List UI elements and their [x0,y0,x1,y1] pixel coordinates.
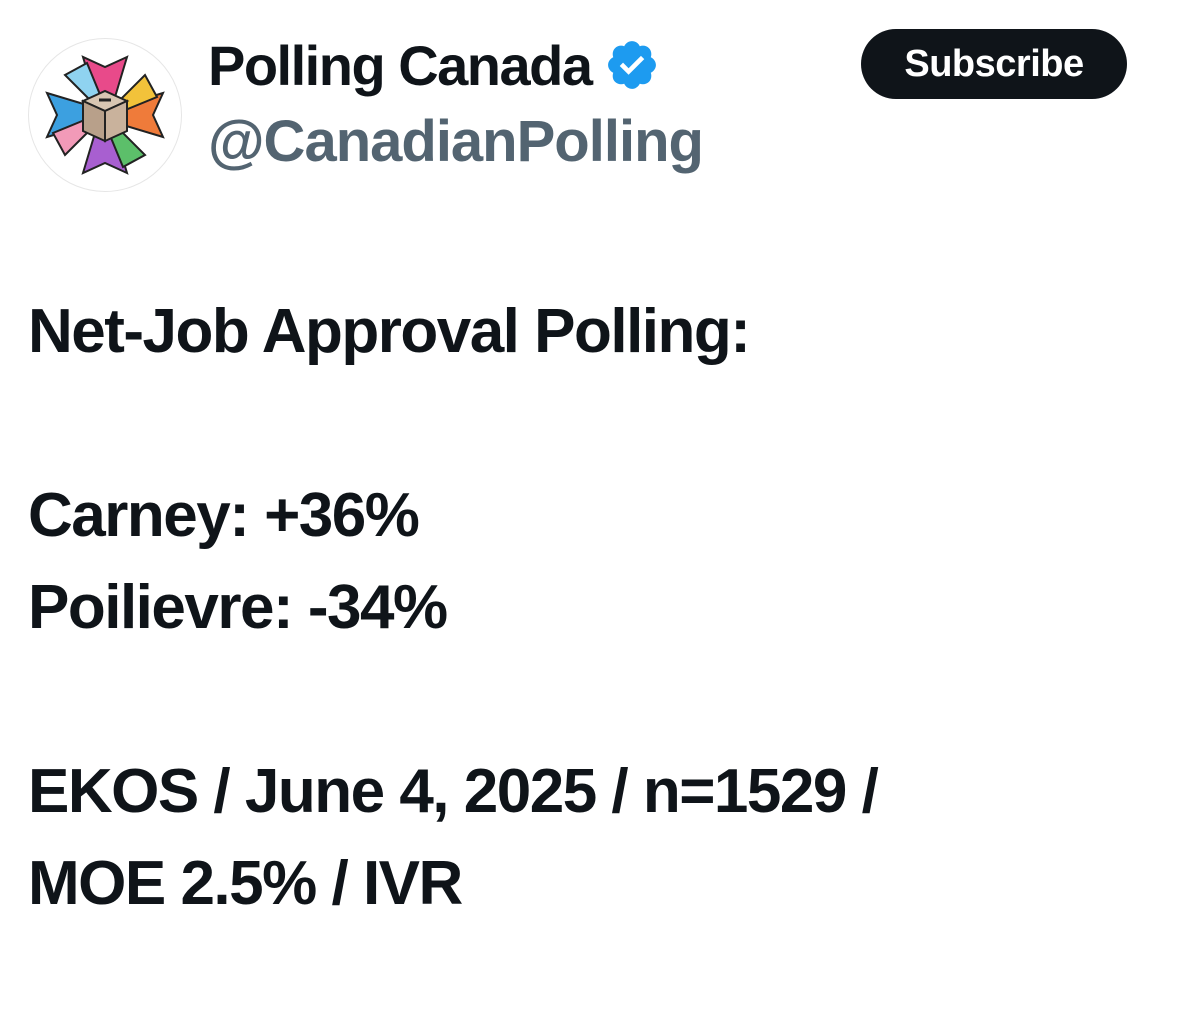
source-line-1: EKOS / June 4, 2025 / n=1529 / [28,757,879,826]
verified-badge-icon[interactable] [604,37,660,93]
source-line-2: MOE 2.5% / IVR [28,849,463,918]
result-poilievre: Poilievre: -34% [28,573,448,642]
result-carney: Carney: +36% [28,481,420,550]
display-name[interactable]: Polling Canada [208,33,593,97]
tweet-text: Net-Job Approval Polling: Carney: +36% P… [28,286,1148,930]
blank-line [28,654,1148,746]
avatar[interactable] [28,38,182,192]
blank-line [28,378,1148,470]
ballot-box-star-logo-icon [45,55,165,175]
subscribe-button[interactable]: Subscribe [861,29,1127,99]
tweet-headline: Net-Job Approval Polling: [28,297,751,366]
author-handle[interactable]: @CanadianPolling [208,109,704,174]
author-name-row: Polling Canada [208,30,660,100]
